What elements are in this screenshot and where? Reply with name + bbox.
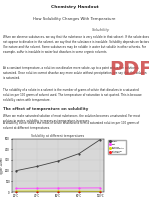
Text: When we make saturated solution of most substances, the solution becomes unsatur: When we make saturated solution of most … bbox=[3, 114, 140, 123]
Title: Solubility at different temperatures: Solubility at different temperatures bbox=[31, 133, 85, 138]
Text: Chemistry Handout: Chemistry Handout bbox=[51, 5, 98, 9]
Text: A solubility curve shows the mass of solute dissolved to form a saturated soluti: A solubility curve shows the mass of sol… bbox=[3, 121, 139, 130]
Text: The solubility of a solute in a solvent is the number of grams of solute that di: The solubility of a solute in a solvent … bbox=[3, 88, 142, 102]
Text: How Solubility Changes With Temperature: How Solubility Changes With Temperature bbox=[33, 16, 116, 21]
Text: At a constant temperature, a solution can dissolve more solute, up to a point wh: At a constant temperature, a solution ca… bbox=[3, 67, 146, 80]
Text: Solubility: Solubility bbox=[92, 28, 111, 32]
Text: PDF: PDF bbox=[109, 60, 149, 79]
Text: The effect of temperature on solubility: The effect of temperature on solubility bbox=[3, 107, 88, 111]
Legend: Sugar, Salt, Sodium
bicarbonate, Potassium
chloride: Sugar, Salt, Sodium bicarbonate, Potassi… bbox=[108, 140, 125, 154]
Y-axis label: Weight of substance
(g per 100ml): Weight of substance (g per 100ml) bbox=[0, 153, 4, 178]
Text: When we observe substances, we say that the substance is very soluble in that so: When we observe substances, we say that … bbox=[3, 35, 149, 54]
